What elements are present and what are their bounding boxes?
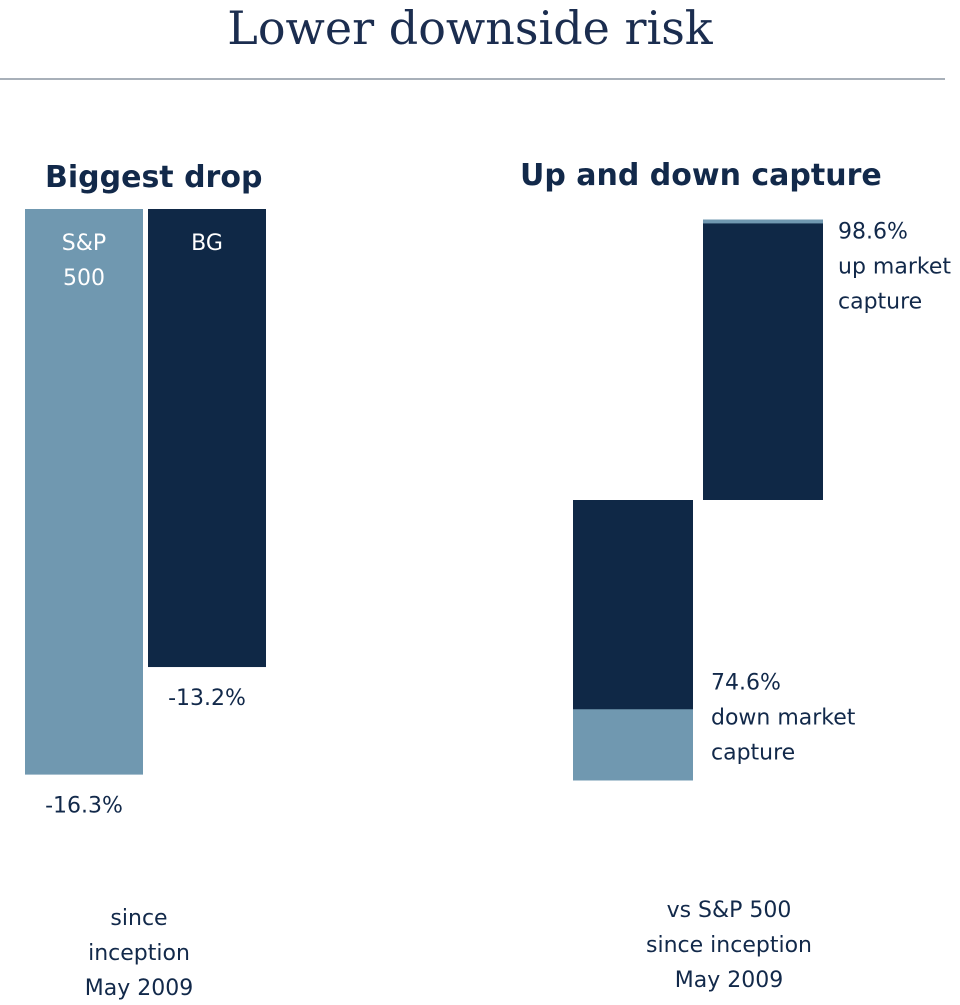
note-line: since xyxy=(110,906,167,931)
down-capture-label: capture xyxy=(711,740,795,765)
down-capture-label: 74.6% xyxy=(711,670,781,695)
note-line: May 2009 xyxy=(675,968,783,993)
capture-chart: Up and down capture 74.6% down market capt… xyxy=(520,158,951,993)
note-line: inception xyxy=(88,941,190,966)
up-capture-label: up market xyxy=(838,255,951,280)
bar-value-label: -16.3% xyxy=(45,794,123,819)
bar-category-label: BG xyxy=(191,231,223,256)
bar-category-label: 500 xyxy=(63,266,105,291)
up-capture-bar xyxy=(703,223,823,500)
bar-sp500 xyxy=(25,209,143,775)
capture-title: Up and down capture xyxy=(520,158,882,193)
note-line: since inception xyxy=(646,933,812,958)
note-line: May 2009 xyxy=(85,976,193,1001)
biggest-drop-chart: Biggest drop S&P 500 -16.3% BG -13.2% since in… xyxy=(25,160,266,1001)
bar-category-label: S&P xyxy=(62,231,106,256)
bar-bg xyxy=(148,209,266,668)
page-title: Lower downside risk xyxy=(227,1,714,55)
biggest-drop-title: Biggest drop xyxy=(45,160,262,195)
down-capture-label: down market xyxy=(711,705,856,730)
down-capture-bar xyxy=(573,500,693,710)
note-line: vs S&P 500 xyxy=(667,898,792,923)
up-capture-label: capture xyxy=(838,290,922,315)
up-capture-label: 98.6% xyxy=(838,220,908,245)
bar-value-label: -13.2% xyxy=(168,686,246,711)
